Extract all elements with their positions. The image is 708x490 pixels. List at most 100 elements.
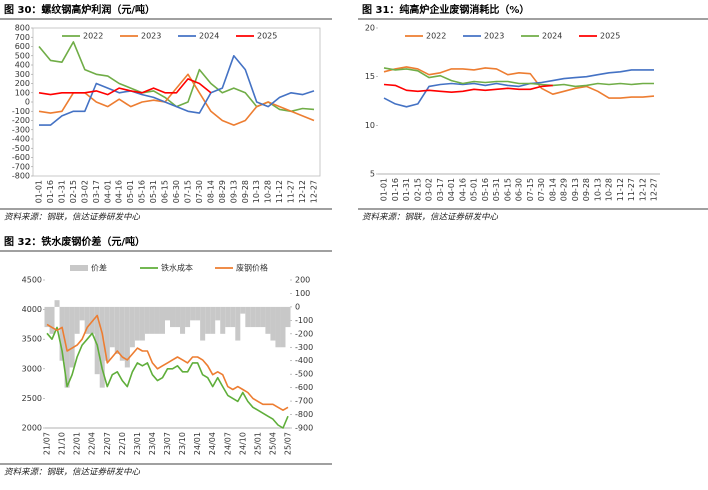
x-tick-label: 05-31 [149,180,158,203]
x-tick-label: 03-17 [92,180,101,203]
y-tick-label: 0 [25,98,30,107]
legend-label: 价差 [91,263,107,273]
x-tick-label: 09-28 [582,178,591,201]
x-tick-label: 12-27 [310,180,319,203]
spread-bar [275,306,281,348]
x-tick-label: 06-15 [161,180,170,203]
x-tick-label: 04-16 [458,178,467,201]
x-tick-label: 01-01 [35,180,44,203]
spread-bar [114,306,120,354]
y-tick-label: 2000 [22,424,42,433]
spread-bar [84,306,90,334]
y-tick-label: -400 [12,135,30,144]
x-tick-label: 07-15 [183,180,192,203]
x-tick-label: 25/07 [284,432,293,455]
y-tick-label: -800 [12,172,30,181]
y-tick-label: 3500 [22,335,42,344]
x-tick-label: 22/01 [73,432,82,455]
spread-bar [149,306,155,334]
spread-bar [210,306,216,334]
spread-bar [175,306,181,328]
x-tick-label: 23/07 [163,432,172,455]
series-line [383,69,654,108]
x-tick-label: 02-15 [413,178,422,201]
x-tick-label: 22/07 [103,432,112,455]
spread-bar [74,306,80,334]
legend-label: 2022 [83,32,103,41]
x-tick-label: 08-14 [548,178,557,201]
spread-bar [139,306,145,341]
spread-bar [250,306,256,328]
spread-bar [195,306,201,321]
legend-label: 2023 [141,32,161,41]
x-tick-label: 05-01 [126,180,135,203]
x-tick-label: 11-12 [275,180,284,203]
spread-bar [220,306,226,334]
x-tick-label: 06-15 [503,178,512,201]
x-tick-label: 23/01 [133,432,142,455]
x-tick-label: 03-17 [436,178,445,201]
x-tick-label: 05-16 [138,180,147,203]
x-tick-label: 08-14 [206,180,215,203]
x-tick-label: 03-02 [80,180,89,203]
x-tick-label: 02-15 [69,180,78,203]
x-tick-label: 04-01 [103,180,112,203]
y-tick-label: -200 [12,116,30,125]
spread-bar [99,306,105,388]
y2-tick-label: 200 [295,276,310,285]
spread-bar [190,306,196,321]
x-tick-label: 23/10 [178,432,187,455]
x-tick-label: 01-31 [57,180,66,203]
x-tick-label: 10-28 [605,178,614,201]
x-tick-label: 24/10 [238,432,247,455]
legend-label: 废钢价格 [236,263,268,273]
x-tick-label: 01-16 [46,180,55,203]
spread-bar [44,306,50,328]
x-tick-label: 24/01 [193,432,202,455]
x-tick-label: 11-27 [627,178,636,201]
y2-tick-label: -100 [295,316,313,325]
y-tick-label: 20 [365,24,375,33]
x-tick-label: 25/01 [253,432,262,455]
legend-label: 2025 [600,32,620,41]
spread-bar [245,306,251,328]
y2-tick-label: -200 [295,329,313,338]
x-tick-label: 25/04 [268,432,277,455]
series-line [383,67,654,88]
spread-bar [69,306,75,368]
series-line [38,41,315,113]
spread-bar [230,306,236,328]
y2-tick-label: -500 [295,370,313,379]
x-tick-label: 07-30 [195,180,204,203]
y2-tick-label: -700 [295,397,313,406]
y-tick-label: 10 [365,121,375,130]
x-tick-label: 24/07 [223,432,232,455]
spread-bar [164,306,171,321]
legend-label: 2023 [484,32,504,41]
spread-bar [49,306,55,334]
spread-bar [124,306,130,368]
y-tick-label: -300 [12,125,30,134]
spread-bar [235,306,241,341]
x-tick-label: 21/10 [58,432,67,455]
y-tick-label: 4000 [22,305,42,314]
x-tick-label: 10-28 [264,180,273,203]
spread-bar [285,306,291,328]
x-tick-label: 22/04 [88,432,97,455]
y-tick-label: 2500 [22,394,42,403]
spread-bar [54,300,60,307]
spread-bar [59,306,65,361]
series-line [383,83,553,93]
spread-bar [215,306,221,321]
y-tick-label: 4500 [22,276,42,285]
y-tick-label: 800 [15,24,30,33]
y-tick-label: -600 [12,153,30,162]
chart-title: 图 30：螺纹钢高炉利润（元/吨） [4,3,155,16]
y2-tick-label: 0 [295,302,300,311]
x-tick-label: 12-27 [650,178,659,201]
y2-tick-label: -600 [295,383,313,392]
spread-bar [170,306,176,328]
spread-bar [94,306,100,375]
y-tick-label: -100 [12,107,30,116]
